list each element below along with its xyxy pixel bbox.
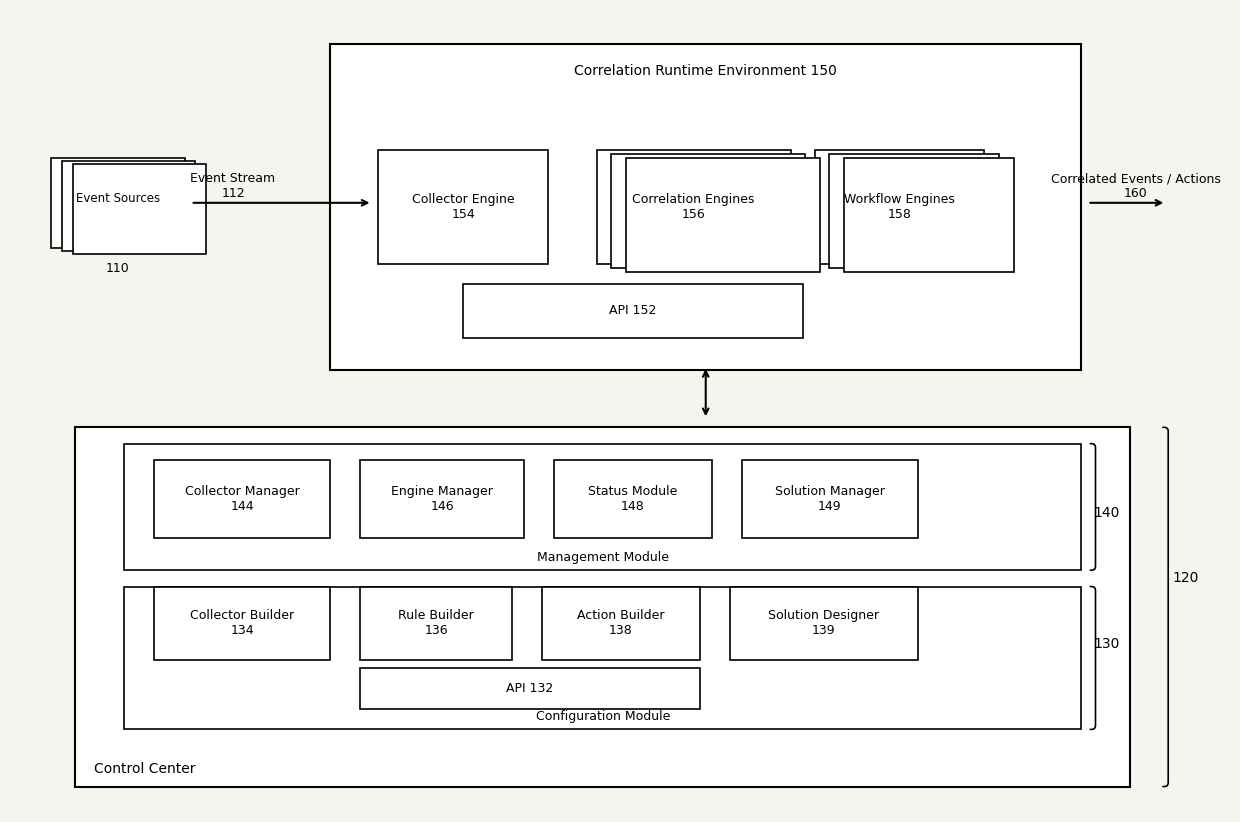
Text: Configuration Module: Configuration Module	[536, 710, 670, 723]
FancyBboxPatch shape	[62, 161, 196, 251]
Text: Solution Manager
149: Solution Manager 149	[775, 485, 885, 513]
Text: Action Builder
138: Action Builder 138	[577, 609, 665, 637]
FancyBboxPatch shape	[626, 158, 820, 272]
FancyBboxPatch shape	[844, 158, 1013, 272]
FancyBboxPatch shape	[51, 158, 185, 247]
Text: API 132: API 132	[506, 682, 553, 695]
FancyBboxPatch shape	[611, 154, 805, 268]
Text: Rule Builder
136: Rule Builder 136	[398, 609, 474, 637]
Text: Engine Manager
146: Engine Manager 146	[391, 485, 494, 513]
Text: API 152: API 152	[609, 304, 657, 317]
FancyBboxPatch shape	[596, 150, 791, 264]
Text: Collector Builder
134: Collector Builder 134	[190, 609, 294, 637]
Text: 130: 130	[1094, 637, 1120, 651]
Text: Control Center: Control Center	[94, 762, 195, 776]
FancyBboxPatch shape	[124, 444, 1081, 570]
Text: 110: 110	[107, 262, 130, 275]
FancyBboxPatch shape	[76, 427, 1130, 787]
Text: Collector Manager
144: Collector Manager 144	[185, 485, 300, 513]
FancyBboxPatch shape	[464, 284, 802, 338]
FancyBboxPatch shape	[330, 44, 1081, 370]
Text: Solution Designer
139: Solution Designer 139	[769, 609, 879, 637]
Text: Collector Engine
154: Collector Engine 154	[412, 193, 515, 221]
FancyBboxPatch shape	[361, 587, 512, 660]
Text: Correlation Runtime Environment 150: Correlation Runtime Environment 150	[574, 64, 837, 78]
Text: Management Module: Management Module	[537, 551, 668, 564]
Text: Workflow Engines
158: Workflow Engines 158	[844, 193, 955, 221]
FancyBboxPatch shape	[730, 587, 918, 660]
FancyBboxPatch shape	[124, 587, 1081, 729]
FancyBboxPatch shape	[830, 154, 999, 268]
FancyBboxPatch shape	[554, 460, 712, 538]
FancyBboxPatch shape	[378, 150, 548, 264]
FancyBboxPatch shape	[361, 460, 525, 538]
Text: 140: 140	[1094, 506, 1120, 520]
FancyBboxPatch shape	[542, 587, 699, 660]
FancyBboxPatch shape	[361, 668, 699, 709]
Text: Correlation Engines
156: Correlation Engines 156	[632, 193, 755, 221]
Text: Status Module
148: Status Module 148	[588, 485, 678, 513]
Text: Event Sources: Event Sources	[76, 192, 160, 206]
FancyBboxPatch shape	[154, 460, 330, 538]
Text: 120: 120	[1172, 571, 1199, 585]
FancyBboxPatch shape	[154, 587, 330, 660]
FancyBboxPatch shape	[73, 164, 206, 254]
FancyBboxPatch shape	[815, 150, 985, 264]
Text: Event Stream
112: Event Stream 112	[191, 173, 275, 201]
FancyBboxPatch shape	[742, 460, 918, 538]
Text: Correlated Events / Actions
160: Correlated Events / Actions 160	[1052, 173, 1221, 201]
